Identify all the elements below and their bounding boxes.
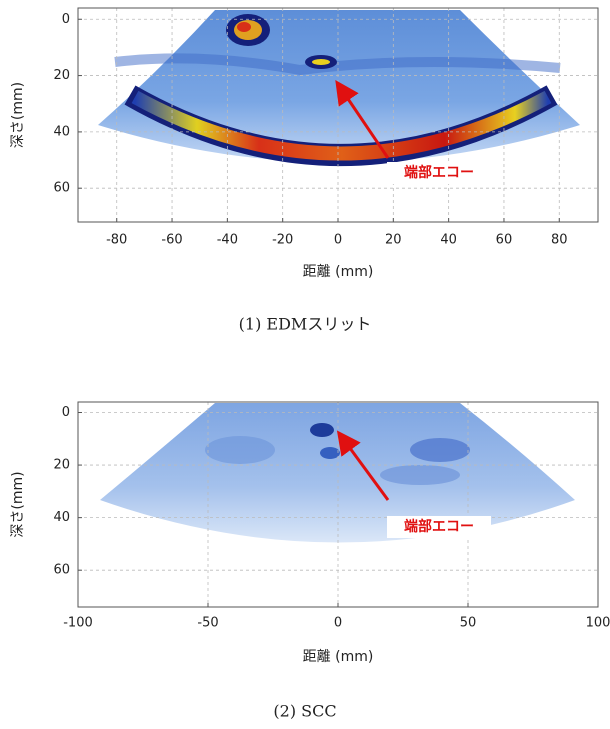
y-tick-label: 20 (53, 458, 70, 473)
figure: -80 -60 -40 -20 0 20 40 60 80 0 20 40 60 距離 (mm) 深さ(mm… (0, 0, 610, 729)
x-tick-label: 80 (551, 233, 568, 248)
y-tick-label: 0 (62, 12, 70, 27)
x-tick-label: 60 (496, 233, 513, 248)
y-tick-label: 60 (53, 181, 70, 196)
caption: (1) EDMスリット (239, 315, 372, 334)
x-tick-label: -100 (63, 616, 93, 631)
y-tick-label: 40 (53, 124, 70, 139)
x-tick-label: 40 (440, 233, 457, 248)
caption: (2) SCC (273, 702, 336, 721)
annotation: 端部エコー (404, 164, 474, 181)
x-tick-label: -20 (272, 233, 293, 248)
x-tick-label: 20 (385, 233, 402, 248)
x-tick-label: 0 (334, 233, 342, 248)
x-tick-label: -40 (217, 233, 238, 248)
x-tick-label: -60 (161, 233, 182, 248)
x-tick-label: 50 (460, 616, 477, 631)
x-tick-label: 0 (334, 616, 342, 631)
x-axis-label: 距離 (mm) (303, 648, 374, 665)
annotation: 端部エコー (404, 518, 474, 535)
y-tick-label: 20 (53, 68, 70, 83)
y-axis-label: 深さ(mm) (10, 471, 26, 537)
x-tick-label: 100 (586, 616, 610, 631)
y-axis-label: 深さ(mm) (10, 82, 26, 148)
x-axis-label: 距離 (mm) (303, 263, 374, 280)
y-tick-label: 40 (53, 510, 70, 525)
x-tick-label: -80 (106, 233, 127, 248)
y-tick-label: 60 (53, 563, 70, 578)
y-tick-label: 0 (62, 405, 70, 420)
x-tick-label: -50 (197, 616, 218, 631)
